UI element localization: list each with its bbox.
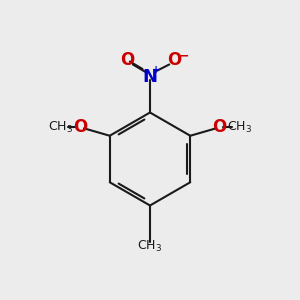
Text: CH$_3$: CH$_3$: [226, 120, 252, 135]
Text: CH$_3$: CH$_3$: [137, 238, 163, 253]
Text: +: +: [152, 65, 160, 75]
Text: O: O: [212, 118, 227, 136]
Text: N: N: [142, 68, 158, 85]
Text: CH$_3$: CH$_3$: [48, 120, 74, 135]
Text: −: −: [178, 50, 189, 63]
Text: O: O: [120, 51, 135, 69]
Text: O: O: [167, 51, 182, 69]
Text: O: O: [73, 118, 88, 136]
